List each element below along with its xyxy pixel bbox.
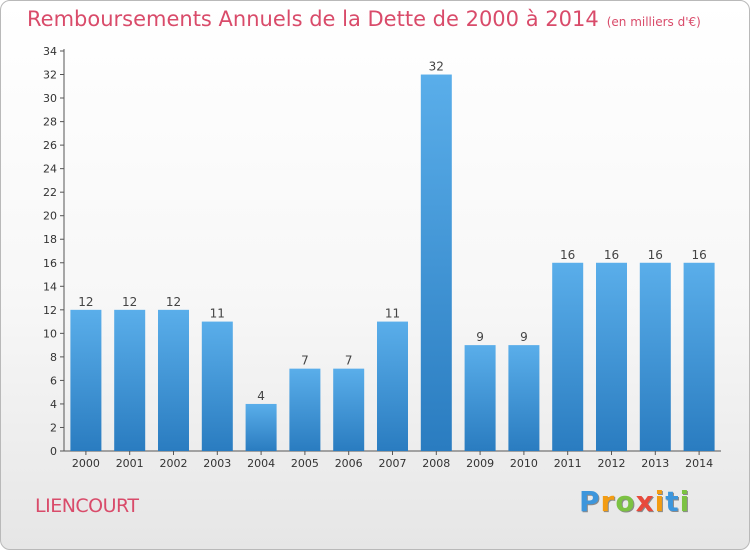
logo-letter: P	[579, 485, 601, 518]
value-label: 32	[429, 60, 444, 74]
proxiti-logo: Proxiti	[579, 485, 690, 518]
value-label: 4	[257, 389, 265, 403]
bar	[245, 403, 277, 451]
value-label: 7	[345, 354, 353, 368]
bar	[289, 368, 321, 451]
y-tick-label: 30	[43, 92, 57, 105]
x-tick-label: 2007	[379, 457, 407, 470]
y-tick-label: 24	[43, 163, 57, 176]
y-tick-label: 0	[50, 445, 57, 458]
bar	[377, 321, 408, 451]
y-tick-label: 18	[43, 233, 57, 246]
bar	[639, 262, 671, 451]
value-label: 9	[476, 330, 484, 344]
logo-letter: i	[679, 485, 691, 518]
y-tick-label: 34	[43, 45, 57, 58]
bar	[333, 368, 365, 451]
bar	[114, 309, 146, 451]
bar	[596, 262, 627, 451]
value-label: 11	[385, 307, 400, 321]
x-tick-label: 2006	[335, 457, 363, 470]
value-label: 12	[122, 295, 137, 309]
y-tick-label: 28	[43, 116, 57, 129]
value-label: 16	[604, 248, 619, 262]
x-tick-label: 2001	[116, 457, 144, 470]
value-label: 16	[648, 248, 663, 262]
value-label: 12	[166, 295, 181, 309]
bar	[683, 262, 715, 451]
x-tick-label: 2014	[685, 457, 713, 470]
x-tick-label: 2003	[203, 457, 231, 470]
x-tick-label: 2011	[554, 457, 582, 470]
x-tick-label: 2002	[160, 457, 188, 470]
y-tick-label: 20	[43, 210, 57, 223]
y-tick-label: 8	[50, 351, 57, 364]
x-tick-label: 2004	[247, 457, 275, 470]
x-tick-label: 2012	[598, 457, 626, 470]
value-label: 16	[691, 248, 706, 262]
y-tick-label: 16	[43, 257, 57, 270]
logo-letter: t	[665, 485, 680, 518]
x-axis: 2000 2001 2002 2003 2004 2005 2006 2007 2008 2009…	[64, 450, 721, 470]
commune-name: LIENCOURT	[35, 495, 139, 517]
x-tick-label: 2010	[510, 457, 538, 470]
value-label: 9	[520, 330, 528, 344]
x-tick-label: 2009	[466, 457, 494, 470]
bar	[158, 309, 189, 451]
y-tick-label: 6	[50, 374, 57, 387]
x-tick-label: 2005	[291, 457, 319, 470]
y-tick-label: 2	[50, 421, 57, 434]
bar	[508, 345, 540, 451]
logo-letter: x	[635, 485, 655, 518]
bar	[201, 321, 233, 451]
logo-letter: i	[654, 485, 666, 518]
bars	[70, 74, 715, 451]
x-tick-label: 2013	[641, 457, 669, 470]
y-tick-label: 4	[50, 398, 57, 411]
x-tick-label: 2000	[72, 457, 100, 470]
value-labels: 12 12 12 11 4 7 7 11 32 9 9 16 16 16 16	[78, 60, 706, 403]
y-tick-label: 12	[43, 304, 57, 317]
y-tick-label: 10	[43, 327, 57, 340]
bar	[464, 345, 496, 451]
bar	[420, 74, 452, 451]
y-tick-label: 14	[43, 280, 57, 293]
y-tick-label: 32	[43, 69, 57, 82]
logo-letter: o	[615, 485, 636, 518]
value-label: 12	[78, 295, 93, 309]
value-label: 11	[210, 307, 225, 321]
bar	[552, 262, 584, 451]
value-label: 16	[560, 248, 575, 262]
y-tick-label: 26	[43, 139, 57, 152]
logo-letter: r	[600, 485, 616, 518]
x-tick-label: 2008	[422, 457, 450, 470]
chart-title: Remboursements Annuels de la Dette de 20…	[27, 7, 701, 31]
bar	[70, 309, 102, 451]
value-label: 7	[301, 354, 309, 368]
chart-subtitle: (en milliers d'€)	[606, 15, 701, 29]
y-tick-label: 22	[43, 186, 57, 199]
